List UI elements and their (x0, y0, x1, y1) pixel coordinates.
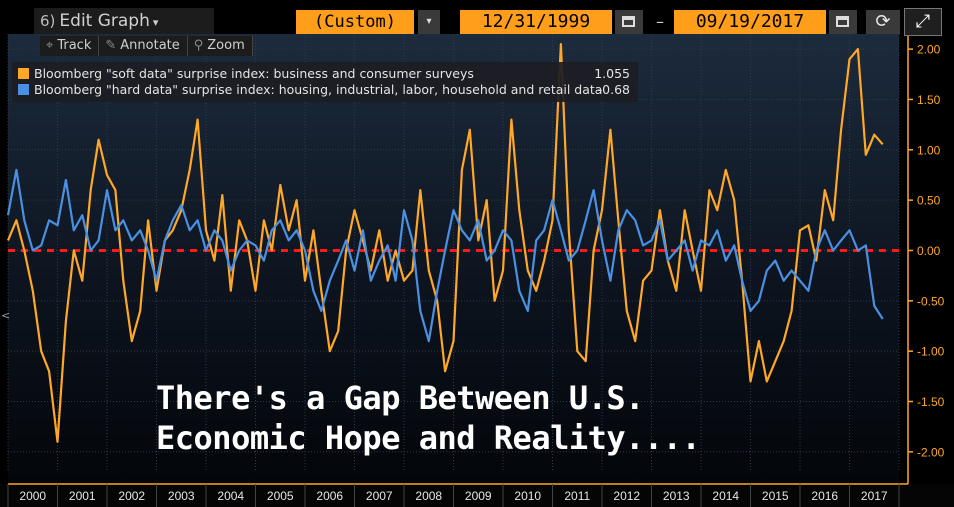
annotate-label: Annotate (120, 38, 180, 53)
x-tick-label-2006: 2006 (316, 489, 343, 503)
end-calendar-icon[interactable] (829, 10, 857, 34)
track-label: Track (57, 38, 92, 53)
x-tick-label-2010: 2010 (514, 489, 541, 503)
legend-swatch-soft (18, 68, 29, 79)
edit-graph-label: Edit Graph (59, 11, 150, 31)
end-date-input[interactable]: 09/19/2017 (674, 10, 826, 34)
top-toolbar: 6) Edit Graph ▾ (Custom) ▾ 12/31/1999 – 09… (0, 0, 954, 36)
y-tick-label-2-00: 2.00 (917, 43, 941, 57)
legend-swatch-hard (18, 84, 29, 95)
x-tick-label-2012: 2012 (613, 489, 640, 503)
legend-value-soft: 1.055 (594, 66, 630, 81)
chart-tools: ⌖ Track ✎ Annotate ⚲ Zoom (40, 36, 253, 56)
y-tick-label-1-00: -1.00 (917, 345, 945, 359)
legend-label-hard: Bloomberg "hard data" surprise index: ho… (34, 82, 603, 97)
x-tick-label-2002: 2002 (118, 489, 145, 503)
edit-graph-prefix: 6) (40, 12, 56, 30)
pencil-icon: ✎ (105, 38, 117, 53)
y-tick-label-0-50: 0.50 (917, 194, 941, 208)
x-tick-label-2000: 2000 (19, 489, 46, 503)
start-date-input[interactable]: 12/31/1999 (460, 10, 612, 34)
x-tick-label-2008: 2008 (415, 489, 442, 503)
legend: Bloomberg "soft data" surprise index: bu… (12, 62, 638, 102)
range-selector[interactable]: (Custom) (296, 10, 414, 34)
x-tick-label-2011: 2011 (564, 489, 590, 503)
track-tool[interactable]: ⌖ Track (40, 36, 100, 56)
headline-line-2: Economic Hope and Reality.... (156, 419, 701, 457)
y-tick-label-2-00: -2.00 (917, 445, 945, 459)
x-tick-label-2004: 2004 (217, 489, 244, 503)
crosshair-icon: ⌖ (46, 38, 54, 53)
x-tick-label-2005: 2005 (267, 489, 294, 503)
y-tick-label-1-50: -1.50 (917, 395, 945, 409)
headline-line-1: There's a Gap Between U.S. (156, 379, 644, 417)
x-tick-label-2016: 2016 (811, 489, 838, 503)
zoom-label: Zoom (207, 38, 245, 53)
y-tick-label-0-50: -0.50 (917, 294, 945, 308)
legend-label-soft: Bloomberg "soft data" surprise index: bu… (34, 66, 474, 81)
x-tick-label-2009: 2009 (465, 489, 492, 503)
expand-icon[interactable]: ⤢ (904, 8, 942, 36)
legend-item-hard[interactable]: Bloomberg "hard data" surprise index: ho… (18, 82, 632, 98)
x-tick-label-2007: 2007 (366, 489, 393, 503)
series-line-hard-data (6, 168, 884, 343)
range-dropdown-button[interactable]: ▾ (418, 10, 440, 34)
x-tick-label-2013: 2013 (663, 489, 690, 503)
date-separator: – (656, 12, 664, 31)
scroll-left-marker[interactable]: < (1, 309, 11, 322)
headline: There's a Gap Between U.S. Economic Hope… (156, 378, 701, 458)
x-tick-label-2003: 2003 (168, 489, 195, 503)
x-tick-label-2014: 2014 (712, 489, 739, 503)
zoom-tool[interactable]: ⚲ Zoom (188, 36, 253, 56)
y-tick-label-1-50: 1.50 (917, 93, 941, 107)
legend-value-hard: -0.68 (597, 82, 630, 97)
x-tick-label-2001: 2001 (69, 489, 96, 503)
x-axis-band (0, 484, 954, 507)
chevron-down-icon: ▾ (152, 16, 159, 29)
magnifier-icon: ⚲ (193, 38, 204, 53)
legend-item-soft[interactable]: Bloomberg "soft data" surprise index: bu… (18, 66, 632, 82)
y-tick-label-0-00: 0.00 (917, 244, 941, 258)
x-tick-label-2017: 2017 (861, 489, 888, 503)
x-tick-label-2015: 2015 (762, 489, 789, 503)
annotate-tool[interactable]: ✎ Annotate (99, 36, 188, 56)
edit-graph-menu[interactable]: 6) Edit Graph ▾ (34, 8, 214, 34)
start-calendar-icon[interactable] (615, 10, 643, 34)
refresh-icon[interactable]: ⟳ (866, 10, 900, 34)
y-tick-label-1-00: 1.00 (917, 143, 941, 157)
